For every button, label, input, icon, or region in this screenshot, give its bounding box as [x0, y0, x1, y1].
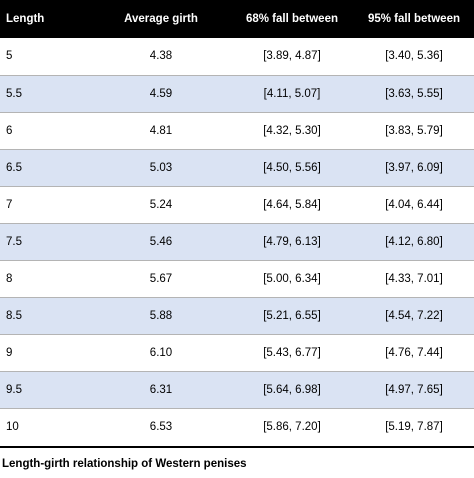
table-row: 5.5 4.59 [4.11, 5.07] [3.63, 5.55]: [0, 75, 474, 113]
cell-68-range: [4.11, 5.07]: [263, 87, 321, 100]
cell-length: 5: [6, 50, 13, 63]
cell-68-range: [4.79, 6.13]: [263, 236, 321, 249]
cell-95-range: [3.83, 5.79]: [385, 124, 443, 137]
header-average-girth: Average girth: [124, 13, 198, 25]
table-row: 9.5 6.31 [5.64, 6.98] [4.97, 7.65]: [0, 371, 474, 409]
header-68-range: 68% fall between: [245, 13, 339, 25]
cell-68-range: [5.64, 6.98]: [263, 384, 321, 397]
cell-68-range: [3.89, 4.87]: [263, 50, 321, 63]
table-body: 5 4.38 [3.89, 4.87] [3.40, 5.36] 5.5 4.5…: [0, 38, 474, 447]
cell-95-range: [3.97, 6.09]: [385, 161, 443, 174]
cell-68-range: [5.00, 6.34]: [263, 273, 321, 286]
cell-average-girth: 5.24: [149, 198, 173, 211]
header-length: Length: [6, 13, 45, 25]
cell-average-girth: 5.46: [149, 236, 173, 249]
table-row: 5 4.38 [3.89, 4.87] [3.40, 5.36]: [0, 38, 474, 76]
cell-68-range: [4.32, 5.30]: [263, 124, 321, 137]
cell-95-range: [4.54, 7.22]: [385, 310, 443, 323]
table-header-row: Length Average girth 68% fall between 95…: [0, 0, 474, 38]
cell-length: 8: [6, 273, 13, 286]
cell-average-girth: 4.81: [149, 124, 173, 137]
cell-95-range: [3.40, 5.36]: [385, 50, 443, 63]
cell-68-range: [5.21, 6.55]: [263, 310, 321, 323]
header-95-range: 95% fall between: [367, 13, 461, 25]
cell-68-range: [4.50, 5.56]: [263, 161, 321, 174]
cell-length: 9.5: [6, 384, 22, 397]
table-row: 10 6.53 [5.86, 7.20] [5.19, 7.87]: [0, 408, 474, 447]
cell-95-range: [4.12, 6.80]: [385, 236, 443, 249]
cell-average-girth: 6.31: [149, 384, 173, 397]
cell-length: 7.5: [6, 236, 22, 249]
cell-length: 10: [6, 421, 19, 434]
cell-average-girth: 6.53: [149, 421, 173, 434]
data-table-container: Length Average girth 68% fall between 95…: [0, 0, 474, 447]
cell-length: 8.5: [6, 310, 22, 323]
cell-average-girth: 5.88: [149, 310, 173, 323]
cell-average-girth: 5.03: [149, 161, 173, 174]
table-caption: Length-girth relationship of Western pen…: [2, 458, 247, 470]
table-row: 7 5.24 [4.64, 5.84] [4.04, 6.44]: [0, 186, 474, 224]
cell-length: 7: [6, 198, 13, 211]
table-row: 9 6.10 [5.43, 6.77] [4.76, 7.44]: [0, 334, 474, 372]
cell-length: 5.5: [6, 87, 22, 100]
cell-95-range: [5.19, 7.87]: [385, 421, 443, 434]
length-girth-table: Length Average girth 68% fall between 95…: [0, 0, 474, 447]
cell-95-range: [4.04, 6.44]: [385, 198, 443, 211]
cell-average-girth: 5.67: [149, 273, 173, 286]
table-row: 6 4.81 [4.32, 5.30] [3.83, 5.79]: [0, 112, 474, 150]
cell-68-range: [5.86, 7.20]: [263, 421, 321, 434]
table-row: 7.5 5.46 [4.79, 6.13] [4.12, 6.80]: [0, 223, 474, 261]
cell-95-range: [4.33, 7.01]: [385, 273, 443, 286]
cell-95-range: [4.76, 7.44]: [385, 347, 443, 360]
table-row: 6.5 5.03 [4.50, 5.56] [3.97, 6.09]: [0, 149, 474, 187]
table-row: 8.5 5.88 [5.21, 6.55] [4.54, 7.22]: [0, 297, 474, 335]
cell-length: 9: [6, 347, 13, 360]
table-bottom-rule: [0, 446, 474, 448]
cell-95-range: [3.63, 5.55]: [385, 87, 443, 100]
cell-68-range: [5.43, 6.77]: [263, 347, 321, 360]
cell-68-range: [4.64, 5.84]: [263, 198, 321, 211]
cell-length: 6.5: [6, 161, 22, 174]
table-row: 8 5.67 [5.00, 6.34] [4.33, 7.01]: [0, 260, 474, 298]
cell-average-girth: 6.10: [149, 347, 173, 360]
cell-average-girth: 4.59: [149, 87, 173, 100]
cell-95-range: [4.97, 7.65]: [385, 384, 443, 397]
cell-length: 6: [6, 124, 13, 137]
cell-average-girth: 4.38: [149, 50, 173, 63]
